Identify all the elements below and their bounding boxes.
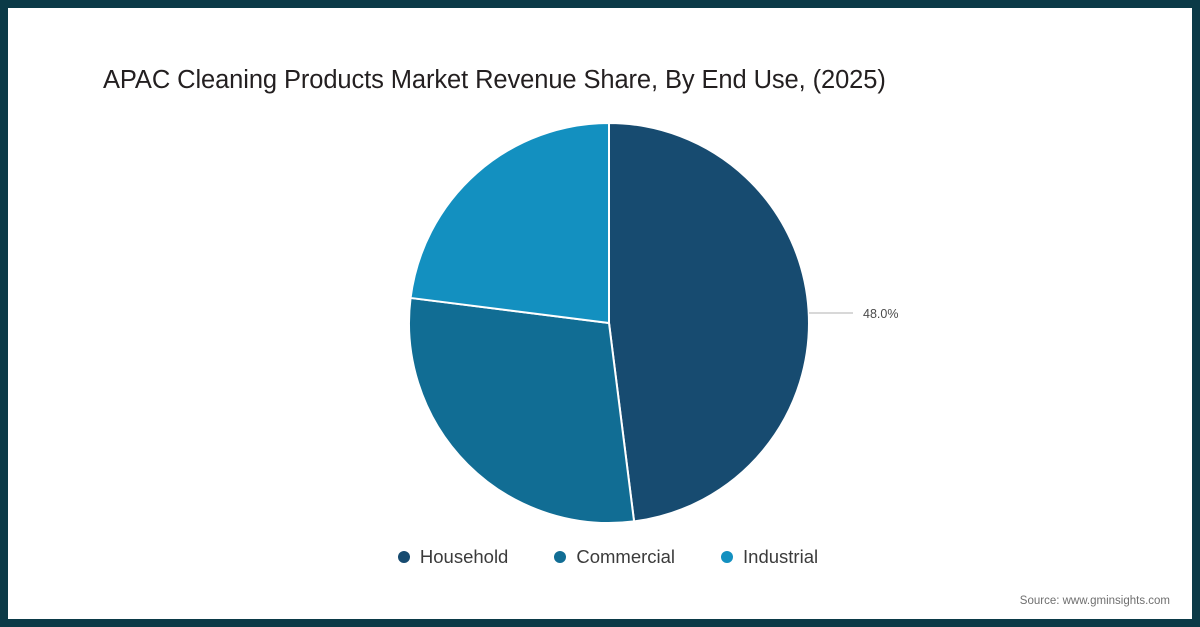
- pie-slice-household[interactable]: [608, 121, 810, 523]
- legend-swatch-icon: [554, 551, 567, 563]
- pie-chart-svg: 48.0%: [408, 121, 898, 524]
- legend-swatch-icon: [721, 551, 734, 563]
- legend-label: Industrial: [743, 546, 819, 567]
- legend-item-household[interactable]: Household: [397, 546, 509, 568]
- pie-slice-industrial[interactable]: [409, 121, 610, 325]
- legend-item-commercial[interactable]: Commercial: [554, 546, 675, 568]
- legend-label: Commercial: [576, 546, 676, 567]
- legend-label: Household: [419, 546, 509, 567]
- pie-chart: 48.0%: [8, 8, 1192, 619]
- pie-slice-group: [408, 121, 810, 524]
- source-attribution: Source: www.gminsights.com: [1019, 595, 1170, 607]
- chart-legend: Household Commercial Industrial: [8, 546, 1192, 568]
- legend-item-industrial[interactable]: Industrial: [721, 546, 818, 568]
- slice-value-label: 48.0%: [863, 307, 898, 321]
- legend-swatch-icon: [397, 551, 410, 563]
- page-title: APAC Cleaning Products Market Revenue Sh…: [103, 66, 886, 94]
- pie-slice-commercial[interactable]: [408, 296, 636, 524]
